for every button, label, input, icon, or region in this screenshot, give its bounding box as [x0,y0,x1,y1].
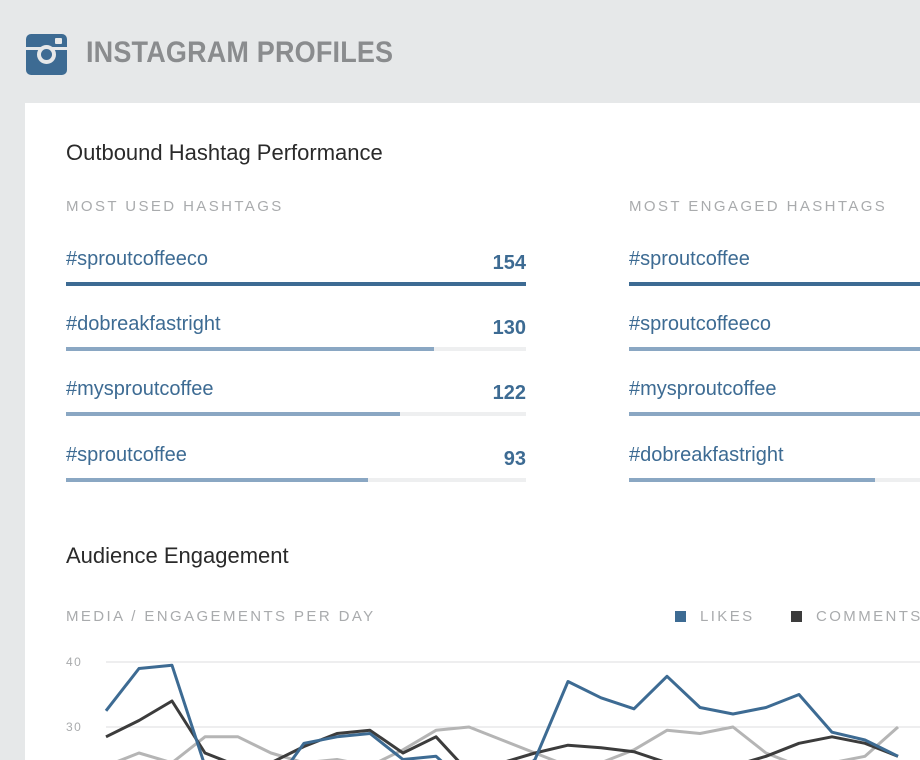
hashtag-bar [66,478,369,482]
legend-label: LIKES [700,608,755,625]
engaged-hashtag-row[interactable]: #sproutcoffeeco [629,313,920,353]
y-tick-label: 30 [66,720,82,734]
hashtag-bar [629,412,920,416]
report-panel: Outbound Hashtag Performance MOST USED H… [25,103,920,760]
hashtag-bar-track [629,282,920,286]
legend-label: COMMENTS [816,608,920,625]
hashtag-row[interactable]: #mysproutcoffee 122 [66,378,526,418]
engagement-section-title: Audience Engagement [66,543,289,568]
hashtag-bar-track [629,412,920,416]
legend-swatch [791,611,802,622]
hashtag-count: 130 [492,317,526,339]
engagement-chart: 40 30 [66,655,920,760]
hashtag-row[interactable]: #sproutcoffeeco 154 [66,248,526,288]
hashtag-count: 122 [492,382,526,404]
y-tick-label: 40 [66,655,82,669]
most-used-label: MOST USED HASHTAGS [66,198,284,215]
hashtag-bar [66,347,434,351]
hashtag-bar-track [66,347,526,351]
hashtag-row[interactable]: #dobreakfastright 130 [66,313,526,353]
legend-item-likes[interactable]: LIKES [675,608,755,625]
hashtag-link[interactable]: #dobreakfastright [66,313,221,335]
most-engaged-label: MOST ENGAGED HASHTAGS [629,198,888,215]
hashtag-bar-track [66,478,526,482]
hashtag-count: 93 [503,448,526,470]
hashtag-link[interactable]: #dobreakfastright [629,444,784,466]
series-line-comments [105,699,899,760]
hashtag-section-title: Outbound Hashtag Performance [66,140,383,165]
hashtag-bar-track [629,478,920,482]
series-line-likes [104,663,899,760]
hashtag-bar-track [66,282,526,286]
hashtag-bar [629,282,920,286]
hashtag-bar [66,412,401,416]
hashtag-link[interactable]: #sproutcoffeeco [629,313,771,335]
hashtag-bar [629,347,920,351]
instagram-icon [26,34,67,75]
hashtag-link[interactable]: #sproutcoffee [629,248,750,270]
hashtag-bar [629,478,875,482]
hashtag-bar-track [66,412,526,416]
engaged-hashtag-row[interactable]: #dobreakfastright [629,444,920,484]
hashtag-row[interactable]: #sproutcoffee 93 [66,444,526,484]
hashtag-link[interactable]: #sproutcoffee [66,444,187,466]
legend-swatch [675,611,686,622]
page-title: INSTAGRAM PROFILES [86,36,394,69]
engaged-hashtag-row[interactable]: #sproutcoffee [629,248,920,288]
chart-label: MEDIA / ENGAGEMENTS PER DAY [66,608,376,625]
hashtag-link[interactable]: #mysproutcoffee [66,378,214,400]
hashtag-bar [66,282,526,286]
hashtag-count: 154 [492,252,526,274]
engaged-hashtag-row[interactable]: #mysproutcoffee [629,378,920,418]
page-header: INSTAGRAM PROFILES [0,0,920,103]
hashtag-bar-track [629,347,920,351]
hashtag-link[interactable]: #sproutcoffeeco [66,248,208,270]
series-line-series-2 [117,725,899,760]
legend-item-comments[interactable]: COMMENTS [791,608,920,625]
hashtag-link[interactable]: #mysproutcoffee [629,378,777,400]
